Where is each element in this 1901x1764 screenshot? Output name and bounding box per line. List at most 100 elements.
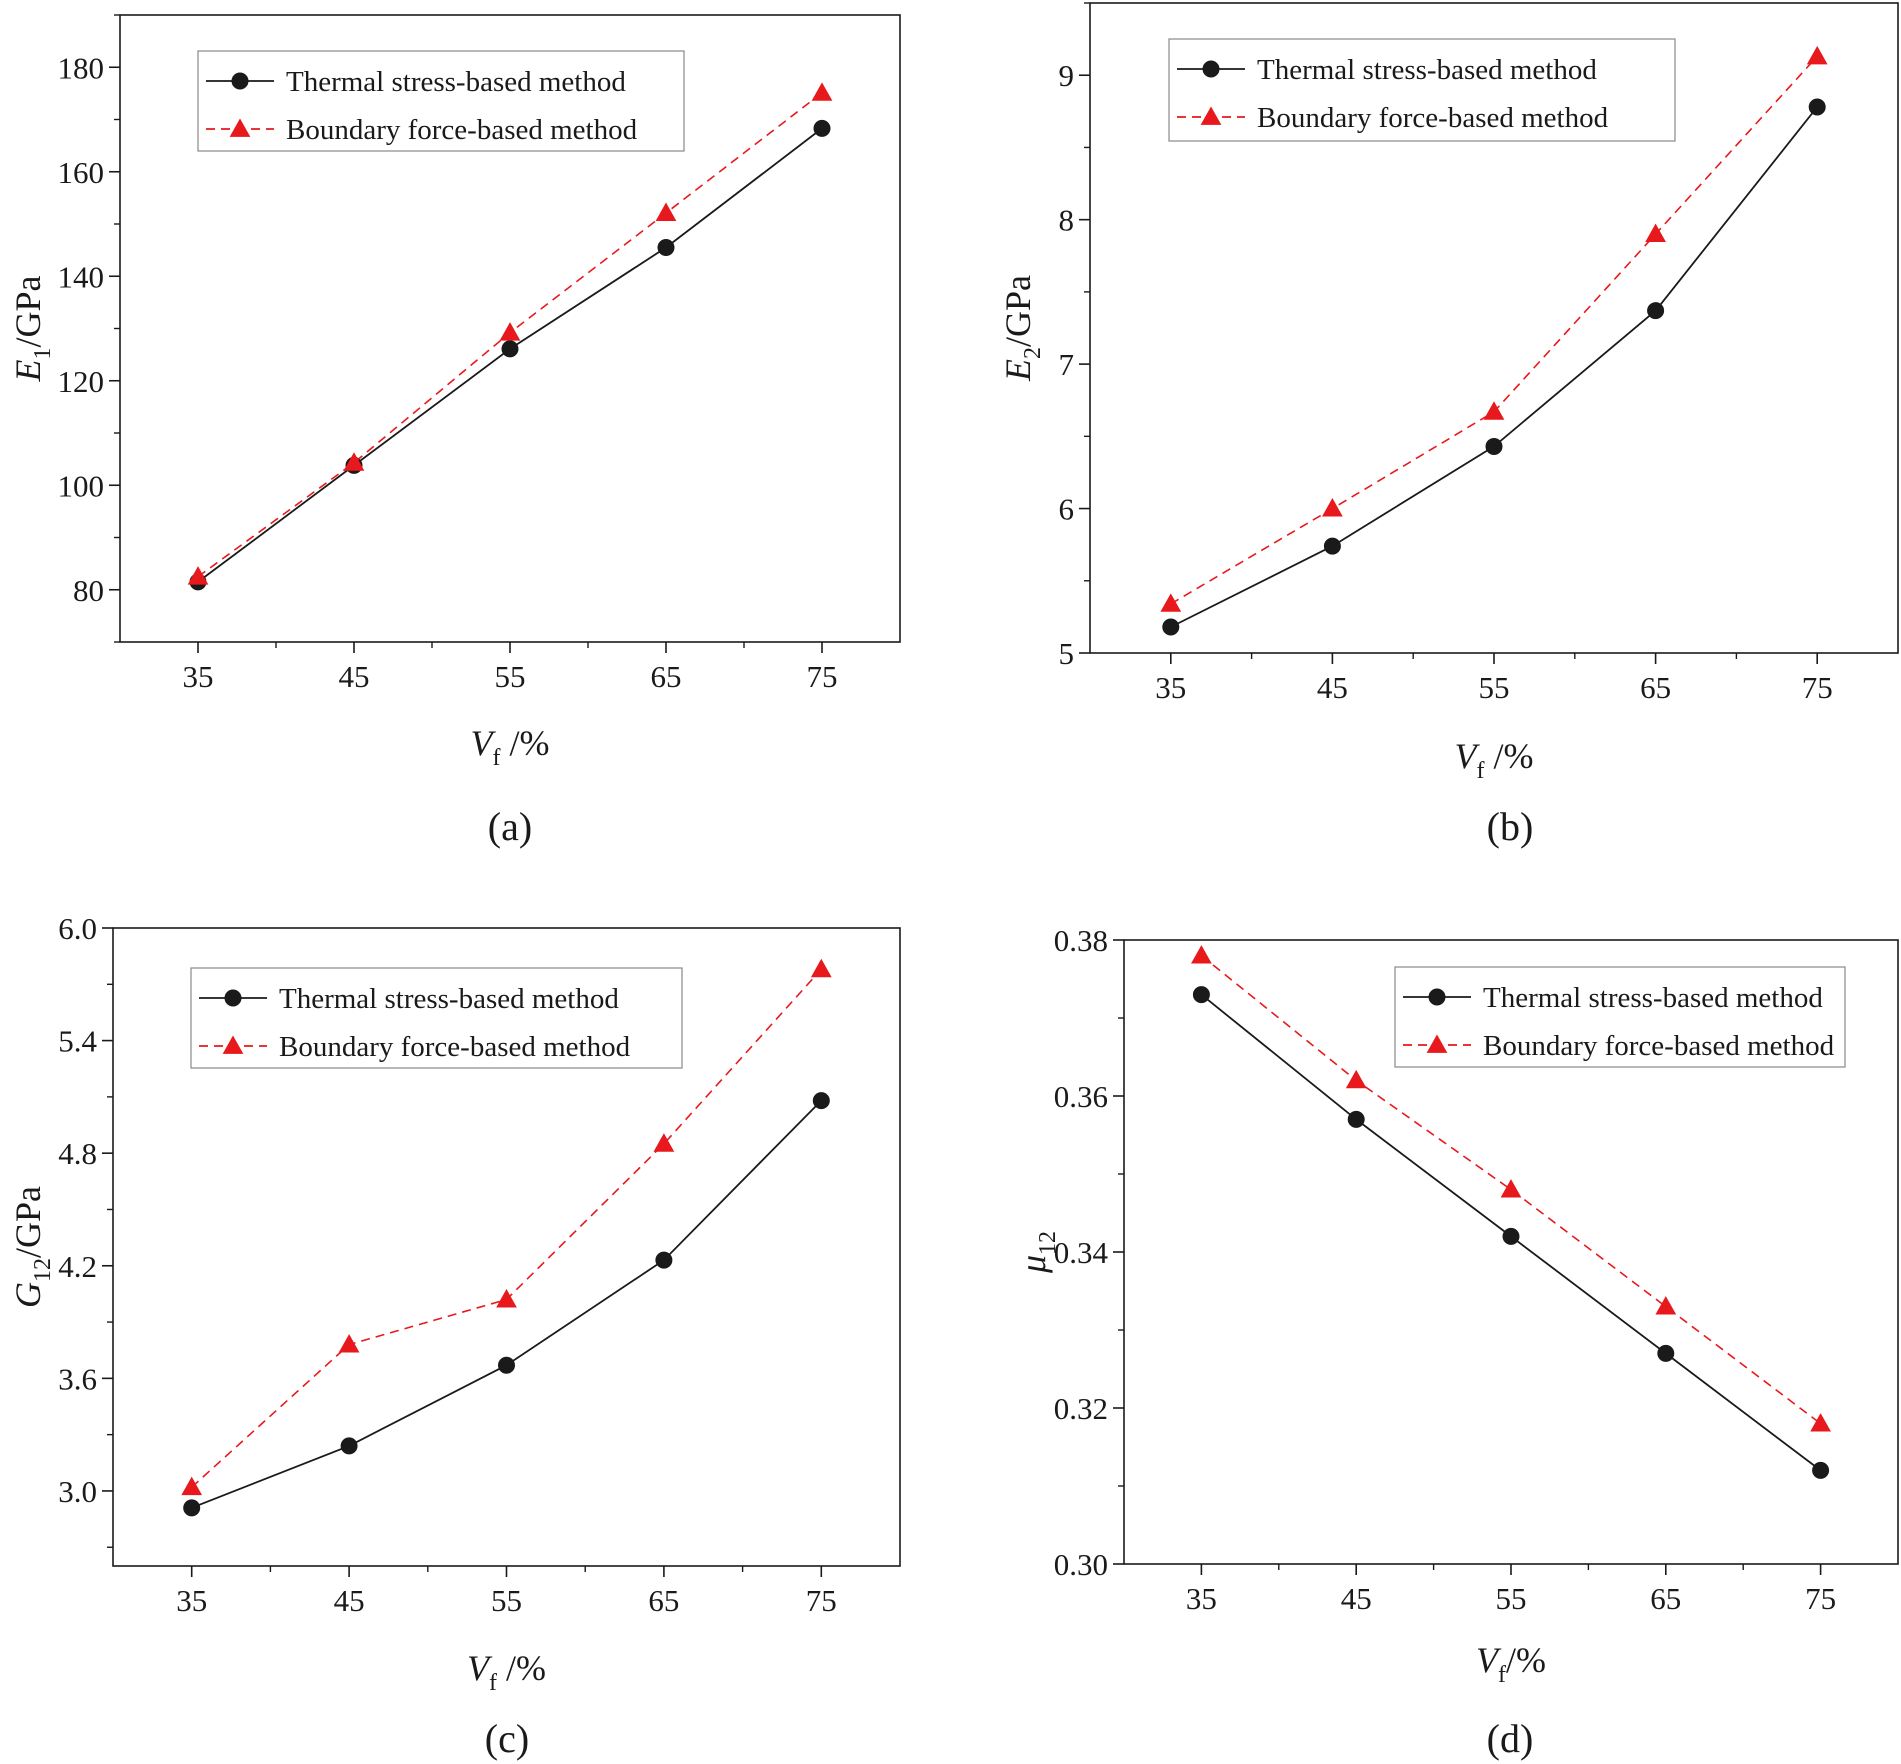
x-tick-label: 55 — [495, 659, 526, 694]
thermal-series-point — [340, 1437, 358, 1455]
y-tick-label: 7 — [1059, 347, 1075, 382]
legend-marker — [222, 1035, 244, 1054]
legend-label: Thermal stress-based method — [1257, 54, 1597, 86]
y-tick-label: 160 — [58, 155, 105, 190]
y-tick-label: 5 — [1059, 636, 1075, 671]
thermal-series-point — [498, 1356, 515, 1374]
x-tick-label: 75 — [1802, 670, 1833, 705]
boundary-series-point — [811, 82, 833, 101]
y-axis-subscript: 12 — [30, 1258, 56, 1282]
x-tick-label: 35 — [176, 1583, 207, 1618]
x-axis-title: Vf /% — [467, 1648, 546, 1696]
x-tick-label: 55 — [1496, 1581, 1527, 1616]
thermal-series-point — [655, 1251, 673, 1269]
thermal-series-point — [813, 119, 831, 137]
x-axis-title: Vf /% — [1455, 736, 1534, 784]
y-tick-label: 80 — [73, 573, 104, 608]
x-axis-unit: /% — [1485, 736, 1534, 776]
y-axis-symbol: E — [998, 359, 1038, 382]
x-tick-label: 45 — [339, 659, 370, 694]
thermal-series-point — [657, 239, 675, 257]
legend-marker — [229, 118, 251, 137]
y-tick-label: 3.6 — [58, 1361, 97, 1396]
boundary-series-point — [810, 958, 832, 978]
boundary-series-point — [1645, 223, 1666, 243]
x-axis-subscript: f — [1477, 758, 1485, 784]
x-tick-label: 35 — [183, 659, 214, 694]
y-tick-label: 6.0 — [58, 911, 97, 946]
boundary-series-point — [1345, 1069, 1367, 1089]
boundary-series-point — [496, 1289, 517, 1308]
boundary-series-point — [653, 1133, 675, 1152]
boundary-series-point — [343, 452, 365, 471]
x-tick-label: 55 — [1479, 670, 1510, 705]
boundary-series-point — [1483, 401, 1505, 420]
boundary-series-point — [1500, 1179, 1522, 1198]
x-axis-symbol: V — [471, 723, 497, 763]
legend-label: Thermal stress-based method — [279, 983, 619, 1015]
boundary-series-point — [1322, 498, 1343, 517]
boundary-series-point — [1160, 593, 1182, 612]
thermal-series-point — [1162, 618, 1180, 636]
y-tick-label: 0.38 — [1054, 923, 1108, 958]
x-axis-subscript: f — [493, 745, 501, 771]
thermal-series-point — [183, 1499, 201, 1517]
x-tick-label: 75 — [806, 1583, 837, 1618]
chart-panel-a: 35 45 55 65 75 80 100 120 140 160 180 Thermal stres… — [8, 14, 901, 849]
legend-box — [190, 967, 683, 1069]
y-axis-symbol: G — [8, 1282, 48, 1308]
legend: Thermal stress-based method Boundary forc… — [1168, 38, 1676, 142]
y-axis-title: G12/GPa — [8, 1186, 56, 1308]
y-axis-subscript: 2 — [1020, 347, 1046, 359]
y-tick-label: 0.34 — [1054, 1235, 1109, 1270]
x-axis-unit: /% — [501, 723, 550, 763]
legend-marker — [1200, 106, 1222, 125]
thermal-series-point — [1485, 437, 1503, 455]
legend-marker — [1202, 60, 1220, 78]
thermal-series-point — [1808, 98, 1826, 116]
y-axis-subscript: 1 — [30, 348, 56, 360]
y-tick-label: 0.30 — [1054, 1547, 1108, 1582]
y-tick-label: 4.8 — [58, 1136, 97, 1171]
boundary-series-point — [1810, 1413, 1831, 1432]
boundary-series-point — [499, 322, 521, 341]
legend-label: Boundary force-based method — [279, 1031, 631, 1063]
boundary-series-point — [187, 566, 209, 585]
x-tick-label: 65 — [651, 659, 682, 694]
legend-label: Boundary force-based method — [286, 114, 638, 146]
panel-caption: (d) — [1487, 1716, 1534, 1761]
x-tick-label: 35 — [1155, 670, 1186, 705]
legend: Thermal stress-based method Boundary forc… — [197, 50, 685, 152]
legend-marker — [231, 72, 249, 90]
x-tick-label: 65 — [1650, 1581, 1681, 1616]
x-tick-label: 65 — [1640, 670, 1671, 705]
thermal-series-point — [1657, 1344, 1675, 1362]
thermal-series-line — [1170, 106, 1818, 628]
y-axis-unit: /GPa — [8, 275, 48, 347]
y-axis-symbol: μ — [1013, 1255, 1053, 1274]
legend-box — [1168, 38, 1676, 142]
legend-label: Boundary force-based method — [1257, 102, 1609, 134]
y-tick-label: 8 — [1059, 203, 1075, 238]
x-axis-symbol: V — [1455, 736, 1481, 776]
x-axis-unit: /% — [1506, 1640, 1546, 1680]
thermal-series-point — [1502, 1227, 1520, 1245]
x-tick-label: 75 — [807, 659, 838, 694]
x-tick-label: 75 — [1805, 1581, 1836, 1616]
y-tick-label: 5.4 — [58, 1024, 97, 1059]
thermal-series-point — [1347, 1110, 1365, 1128]
legend-label: Thermal stress-based method — [286, 66, 626, 98]
x-tick-label: 45 — [334, 1583, 365, 1618]
thermal-series-point — [1323, 537, 1341, 555]
y-tick-label: 3.0 — [58, 1474, 97, 1509]
y-axis-title: μ12 — [1013, 1231, 1061, 1274]
x-tick-label: 65 — [648, 1583, 679, 1618]
thermal-series-point — [1192, 986, 1210, 1004]
thermal-series-point — [1647, 302, 1665, 320]
x-tick-label: 35 — [1186, 1581, 1217, 1616]
boundary-series-point — [655, 202, 677, 221]
legend-label: Thermal stress-based method — [1483, 982, 1823, 1014]
y-tick-label: 6 — [1059, 492, 1075, 527]
y-tick-label: 9 — [1059, 58, 1075, 93]
x-tick-label: 45 — [1341, 1581, 1372, 1616]
